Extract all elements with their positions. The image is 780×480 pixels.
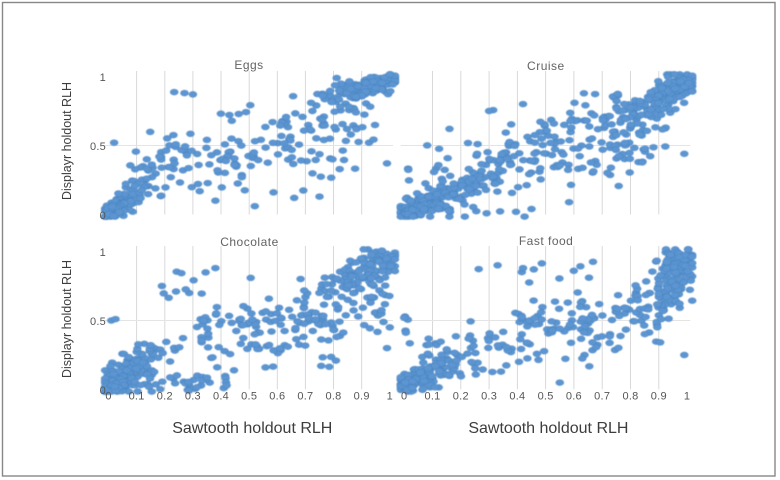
svg-text:0.9: 0.9: [354, 391, 370, 403]
svg-text:0.8: 0.8: [325, 391, 341, 403]
svg-text:0.5: 0.5: [538, 391, 554, 403]
svg-text:0.1: 0.1: [424, 391, 440, 403]
svg-text:0: 0: [105, 391, 111, 403]
svg-text:0: 0: [100, 385, 106, 397]
svg-text:Eggs: Eggs: [234, 58, 263, 72]
svg-text:Sawtooth holdout RLH: Sawtooth holdout RLH: [172, 420, 332, 437]
svg-text:0: 0: [401, 391, 407, 403]
svg-text:Sawtooth holdout RLH: Sawtooth holdout RLH: [468, 420, 628, 437]
svg-text:0.4: 0.4: [213, 391, 229, 403]
svg-text:0.2: 0.2: [157, 391, 173, 403]
svg-text:0.1: 0.1: [129, 391, 145, 403]
svg-text:0.5: 0.5: [90, 316, 106, 328]
svg-text:1: 1: [100, 247, 106, 259]
svg-text:1: 1: [387, 391, 393, 403]
svg-text:0.4: 0.4: [509, 391, 525, 403]
svg-text:Displayr holdout RLH: Displayr holdout RLH: [60, 260, 74, 378]
svg-text:0: 0: [100, 210, 106, 222]
svg-text:0.5: 0.5: [90, 141, 106, 153]
svg-text:0.7: 0.7: [297, 391, 313, 403]
svg-text:0.3: 0.3: [481, 391, 497, 403]
svg-text:1: 1: [100, 72, 106, 84]
svg-text:Chocolate: Chocolate: [220, 235, 279, 249]
svg-text:Displayr holdout RLH: Displayr holdout RLH: [60, 82, 74, 200]
svg-text:0.6: 0.6: [269, 391, 285, 403]
svg-text:0.9: 0.9: [651, 391, 667, 403]
svg-text:0.7: 0.7: [594, 391, 610, 403]
svg-text:Cruise: Cruise: [527, 59, 565, 73]
svg-text:0.8: 0.8: [622, 391, 638, 403]
svg-text:1: 1: [684, 391, 690, 403]
svg-text:0.3: 0.3: [185, 391, 201, 403]
svg-text:0.2: 0.2: [453, 391, 469, 403]
svg-text:Fast food: Fast food: [519, 234, 574, 248]
svg-text:0.6: 0.6: [566, 391, 582, 403]
svg-text:0.5: 0.5: [241, 391, 257, 403]
